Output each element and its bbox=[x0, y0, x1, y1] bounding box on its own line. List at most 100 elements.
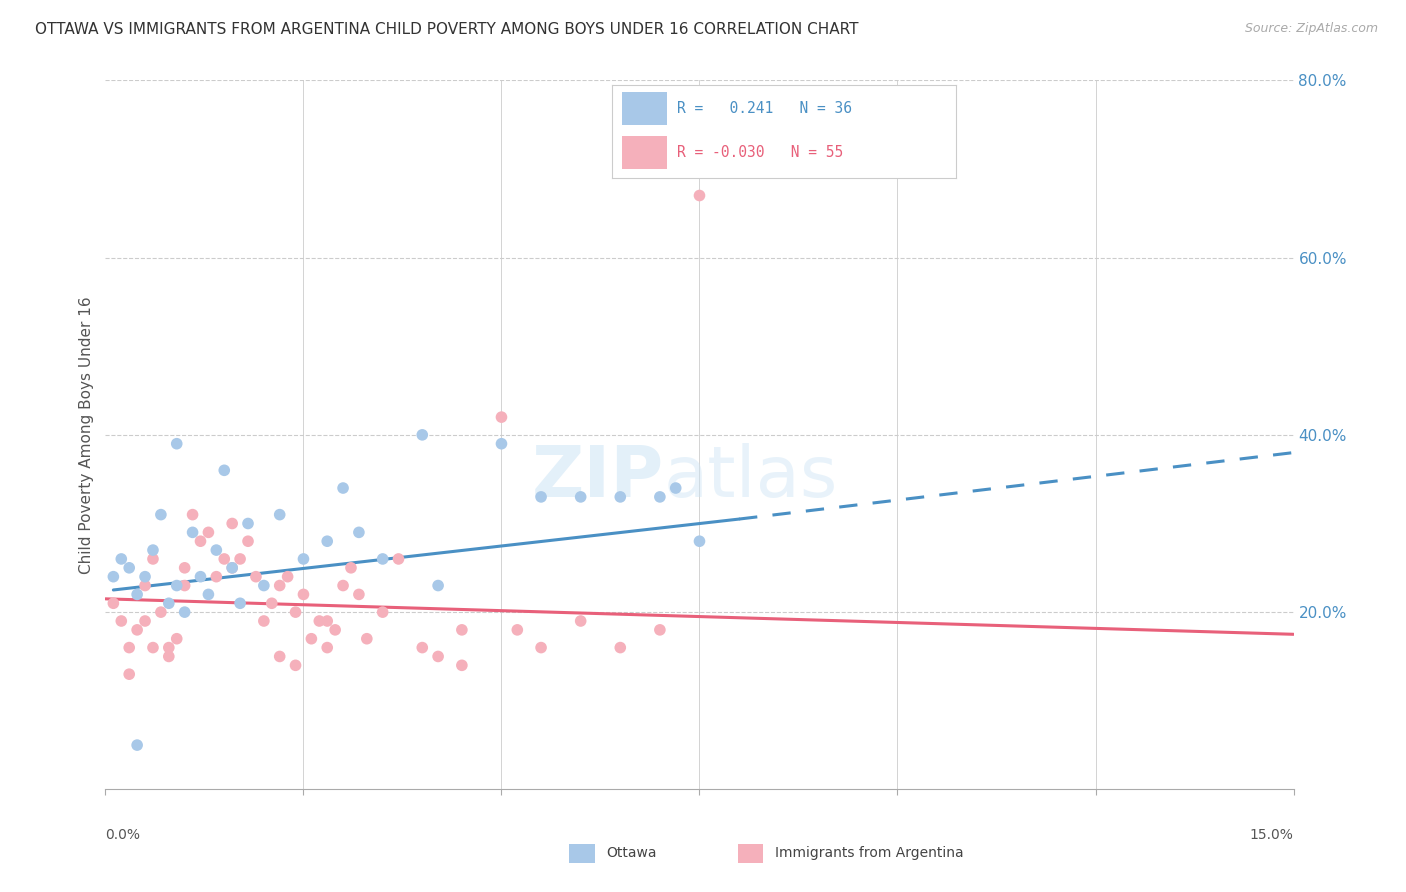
Point bbox=[316, 640, 339, 655]
Point bbox=[110, 552, 132, 566]
Text: R = -0.030   N = 55: R = -0.030 N = 55 bbox=[678, 145, 844, 161]
Text: Immigrants from Argentina: Immigrants from Argentina bbox=[775, 846, 963, 860]
Point bbox=[506, 623, 529, 637]
Point bbox=[197, 587, 219, 601]
Point bbox=[316, 534, 339, 549]
Point bbox=[134, 570, 156, 584]
Point bbox=[157, 596, 180, 610]
Point bbox=[181, 525, 204, 540]
Point bbox=[332, 578, 354, 592]
Point bbox=[269, 508, 291, 522]
Text: Ottawa: Ottawa bbox=[606, 846, 657, 860]
Point bbox=[221, 561, 243, 575]
Bar bbox=[621, 136, 666, 169]
Point bbox=[103, 570, 125, 584]
Point bbox=[411, 640, 433, 655]
Point bbox=[149, 605, 172, 619]
Point bbox=[221, 516, 243, 531]
Point bbox=[427, 578, 450, 592]
Point bbox=[347, 587, 370, 601]
Point bbox=[166, 632, 188, 646]
Text: R =   0.241   N = 36: R = 0.241 N = 36 bbox=[678, 101, 852, 116]
Point bbox=[609, 640, 631, 655]
Point bbox=[166, 436, 188, 450]
Point bbox=[689, 188, 711, 202]
Point bbox=[450, 623, 472, 637]
Point bbox=[245, 570, 267, 584]
Point bbox=[205, 543, 228, 558]
Text: Source: ZipAtlas.com: Source: ZipAtlas.com bbox=[1244, 22, 1378, 36]
Point bbox=[110, 614, 132, 628]
Point bbox=[292, 552, 315, 566]
Text: OTTAWA VS IMMIGRANTS FROM ARGENTINA CHILD POVERTY AMONG BOYS UNDER 16 CORRELATIO: OTTAWA VS IMMIGRANTS FROM ARGENTINA CHIL… bbox=[35, 22, 859, 37]
Point bbox=[221, 561, 243, 575]
Point bbox=[299, 632, 322, 646]
Point bbox=[127, 738, 149, 752]
Point bbox=[491, 436, 513, 450]
Point bbox=[181, 508, 204, 522]
Point bbox=[229, 596, 252, 610]
Point bbox=[316, 614, 339, 628]
Point bbox=[157, 649, 180, 664]
Point bbox=[284, 658, 307, 673]
Point bbox=[173, 605, 195, 619]
Point bbox=[371, 552, 394, 566]
Point bbox=[648, 490, 671, 504]
Point bbox=[347, 525, 370, 540]
Point bbox=[190, 570, 212, 584]
Point bbox=[236, 516, 259, 531]
Point bbox=[197, 525, 219, 540]
Point bbox=[609, 490, 631, 504]
Point bbox=[665, 481, 688, 495]
Point bbox=[166, 578, 188, 592]
Point bbox=[648, 623, 671, 637]
Point bbox=[253, 578, 276, 592]
Point bbox=[134, 614, 156, 628]
Point bbox=[308, 614, 330, 628]
Point bbox=[214, 463, 236, 477]
Point bbox=[491, 410, 513, 425]
Point bbox=[229, 552, 252, 566]
Point bbox=[118, 561, 141, 575]
Point bbox=[127, 587, 149, 601]
Point bbox=[173, 561, 195, 575]
Point bbox=[292, 587, 315, 601]
Point bbox=[134, 578, 156, 592]
Bar bbox=[621, 92, 666, 125]
Point bbox=[118, 640, 141, 655]
Point bbox=[569, 614, 592, 628]
Point bbox=[190, 534, 212, 549]
Text: ZIP: ZIP bbox=[531, 443, 664, 512]
Point bbox=[332, 481, 354, 495]
Point bbox=[450, 658, 472, 673]
Point bbox=[157, 640, 180, 655]
Point bbox=[142, 552, 165, 566]
Point bbox=[427, 649, 450, 664]
Point bbox=[387, 552, 409, 566]
Point bbox=[127, 623, 149, 637]
Point bbox=[103, 596, 125, 610]
Point bbox=[371, 605, 394, 619]
Point bbox=[118, 667, 141, 681]
Point bbox=[323, 623, 346, 637]
Point bbox=[569, 490, 592, 504]
Text: 0.0%: 0.0% bbox=[105, 828, 141, 842]
Point bbox=[269, 649, 291, 664]
Point bbox=[260, 596, 283, 610]
Point bbox=[236, 534, 259, 549]
Point bbox=[689, 534, 711, 549]
Point bbox=[356, 632, 378, 646]
Point bbox=[173, 578, 195, 592]
Point bbox=[205, 570, 228, 584]
Text: 15.0%: 15.0% bbox=[1250, 828, 1294, 842]
Point bbox=[142, 543, 165, 558]
Y-axis label: Child Poverty Among Boys Under 16: Child Poverty Among Boys Under 16 bbox=[79, 296, 94, 574]
Text: atlas: atlas bbox=[664, 443, 838, 512]
Point bbox=[142, 640, 165, 655]
Point bbox=[277, 570, 299, 584]
Point bbox=[269, 578, 291, 592]
Point bbox=[214, 552, 236, 566]
Point bbox=[411, 428, 433, 442]
Point bbox=[340, 561, 363, 575]
Point bbox=[530, 640, 553, 655]
